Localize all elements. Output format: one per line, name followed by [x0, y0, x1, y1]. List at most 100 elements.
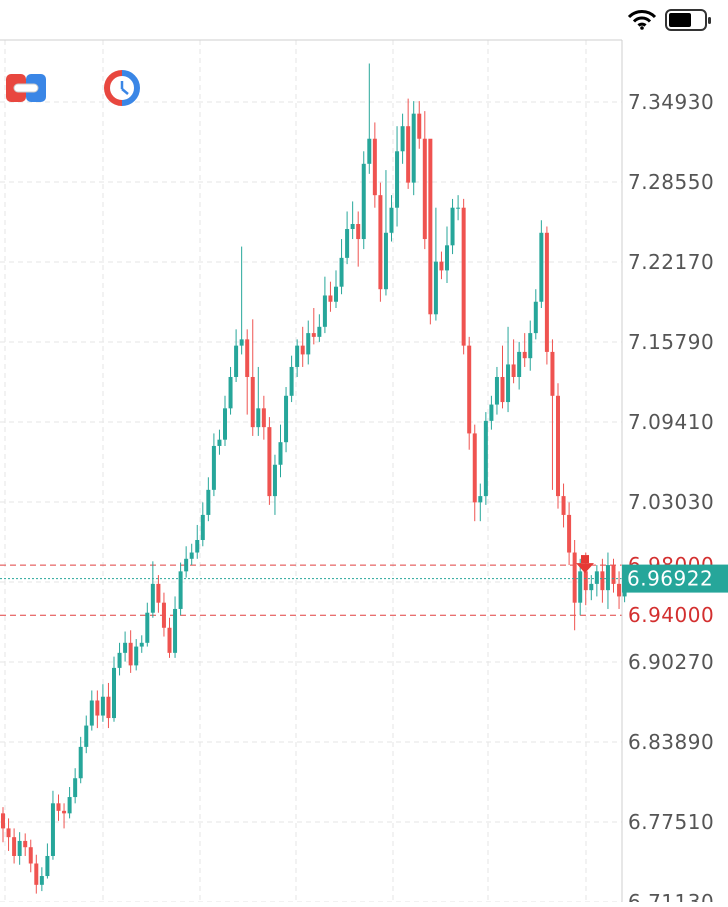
candle [611, 558, 616, 593]
candle [73, 768, 78, 804]
price-tick-label: 6.77510 [628, 810, 714, 834]
candle-body [339, 257, 344, 287]
candle-body [322, 295, 327, 327]
candle [511, 339, 516, 384]
candle-body [184, 558, 189, 572]
candle-body [295, 345, 300, 367]
candle [56, 794, 61, 821]
toggle-indicator-icon[interactable] [6, 74, 46, 102]
candle [594, 565, 599, 597]
candle-body [112, 667, 116, 719]
candle-body [378, 195, 383, 290]
candle-body [450, 207, 455, 246]
current-price-label: 6.96922 [627, 567, 713, 591]
candle [489, 395, 494, 430]
price-tick-label: 6.71130 [628, 890, 714, 902]
candle-body [439, 261, 444, 271]
candle [39, 867, 44, 892]
price-tick-label: 7.09410 [628, 410, 714, 434]
candle-body [95, 700, 100, 716]
candle-body [17, 840, 22, 856]
candle [317, 314, 322, 342]
price-axis[interactable]: 7.34930 7.28550 7.22170 7.15790 7.09410 7.030… [628, 90, 714, 907]
candle [467, 336, 472, 450]
candle [34, 854, 39, 894]
candle-body [522, 351, 527, 359]
candle [339, 239, 344, 295]
candle-body [544, 232, 549, 352]
candle-body [489, 404, 494, 421]
candle-body [300, 345, 305, 355]
candle-body [539, 232, 544, 302]
candle [494, 366, 499, 415]
candle [17, 832, 22, 865]
candle-body [561, 496, 566, 515]
candle [478, 483, 483, 522]
candle [139, 635, 144, 653]
price-tick-label: 7.22170 [628, 250, 714, 274]
candle-body [556, 395, 560, 497]
candle-body [306, 333, 311, 355]
candle [450, 198, 455, 255]
candle-body [123, 642, 128, 653]
candle [211, 433, 216, 497]
candle-body [572, 552, 577, 603]
candle [567, 502, 572, 566]
candle-body [67, 797, 72, 814]
candle [200, 502, 205, 547]
candle-body [356, 224, 361, 240]
candle-body [506, 364, 511, 403]
clock-refresh-icon[interactable] [104, 70, 140, 106]
candle-body [228, 376, 233, 409]
candle-body [317, 326, 322, 337]
candle-body [128, 642, 133, 666]
candle [106, 682, 111, 729]
candle [322, 276, 327, 334]
candle-body [150, 583, 155, 613]
candle-body [161, 602, 166, 628]
candle [234, 329, 239, 382]
price-tick-label: 7.15790 [628, 330, 714, 354]
candle [311, 308, 316, 345]
candle [334, 270, 338, 309]
price-tick-label: 7.28550 [628, 170, 714, 194]
order-level-label: 6.94000 [628, 603, 714, 627]
candle [261, 395, 266, 440]
candle-body [145, 612, 150, 643]
candle-body [328, 295, 333, 302]
candle [522, 333, 527, 367]
candle [417, 101, 422, 149]
candle [112, 656, 116, 722]
candle-body [56, 803, 61, 811]
order-label-bg [623, 602, 728, 629]
candle [367, 63, 372, 174]
down-arrow-icon [576, 555, 594, 574]
candle-body [478, 496, 483, 503]
candle-body [617, 583, 622, 597]
candle-body [367, 138, 372, 164]
candle-body [195, 539, 200, 553]
candle [350, 201, 355, 240]
candle [345, 211, 350, 265]
candle [272, 454, 277, 515]
candle [161, 592, 166, 637]
candle-body [583, 571, 588, 591]
candle-body [117, 652, 122, 668]
candle [361, 151, 366, 250]
candle [228, 366, 233, 415]
candle [250, 319, 255, 436]
candle [117, 642, 122, 676]
candle-body [12, 837, 17, 856]
candle [156, 575, 161, 613]
candle-body [467, 345, 472, 434]
candle-body [78, 746, 83, 779]
candle [245, 329, 250, 415]
candle-body [223, 408, 227, 440]
candle-body [178, 571, 183, 609]
candle-body [200, 514, 205, 540]
candle-body [106, 696, 111, 719]
candle [461, 198, 466, 355]
candle [578, 558, 583, 616]
